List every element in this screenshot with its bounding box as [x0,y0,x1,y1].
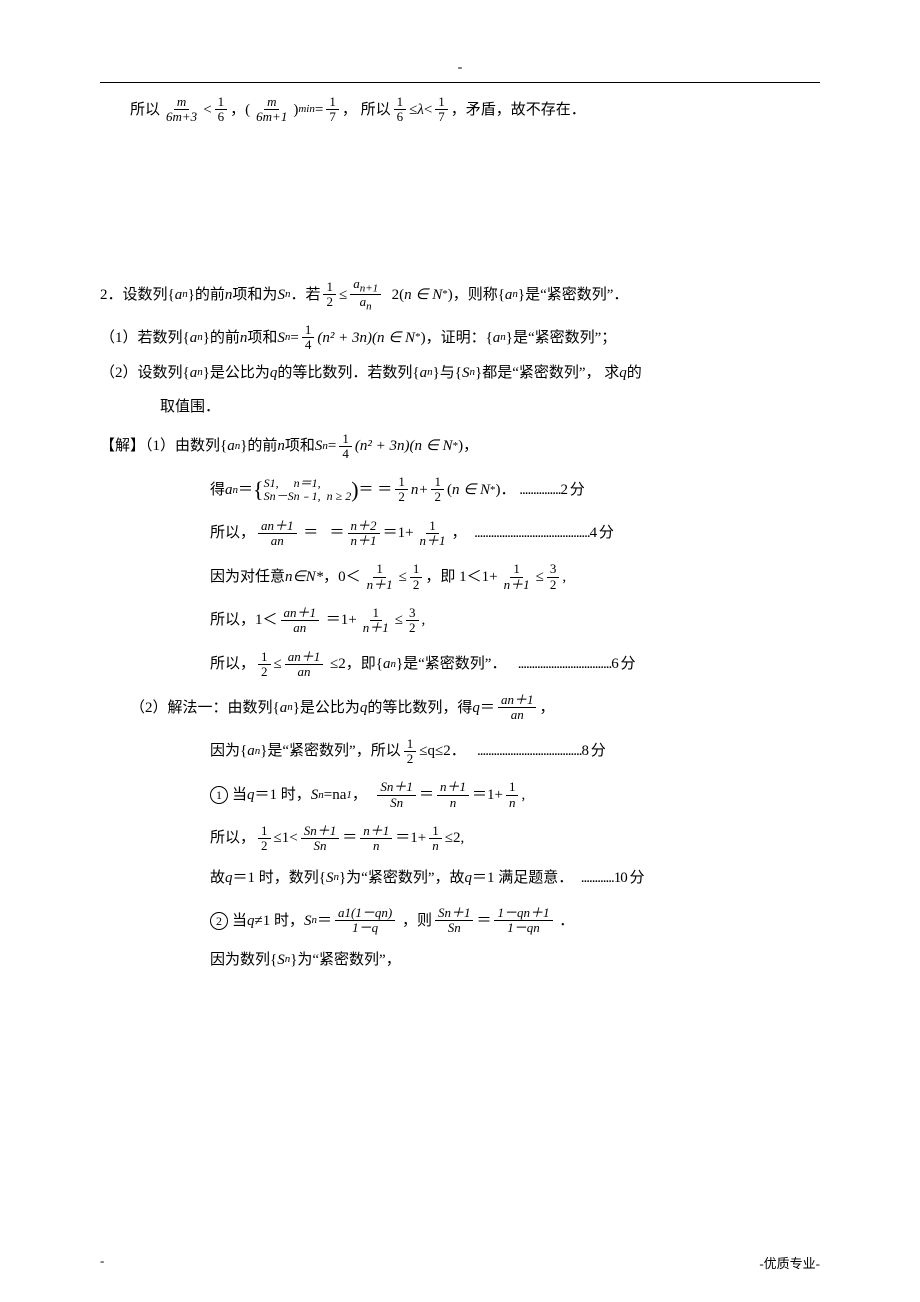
case-2: 2 当 q≠1 时， Sn＝ a1(1－qn)1－q ，则 Sn＋1Sn ＝ 1… [100,906,820,936]
page-footer: - -优质专业- [100,1253,820,1272]
case-1-hence: 故 q ＝1 时，数列{Sn }为“紧密数列”，故 q ＝1 满足题意． ...… [100,864,820,893]
sub-q2b: 取值围． [100,393,820,422]
step-any-n: 因为对任意 n∈N* ，0＜ 1n＋1 ≤ 12 ，即 1＜1+ 1n＋1 ≤ … [100,562,820,592]
top-line: 所以 m6m+3 < 16 ， ( m6m+1 )min = 17 ， 所以 1… [100,95,820,125]
sub-q2: （2）设数列{an }是公比为 q 的等比数列．若数列{an }与{Sn }都是… [100,359,820,388]
case-1: 1 当 q＝1 时， Sn=na1， Sn＋1Sn ＝ n＋1n ＝1+ 1n, [100,780,820,810]
solution-1: 【解】（1）由数列{an }的前 n 项和 Sn = 14 (n² + 3n)(… [100,432,820,462]
problem-2: 2． 设数列{an }的前 n 项和为 Sn ．若 12 ≤ an+1an 2(… [100,277,820,313]
case-1-so: 所以， 12 ≤1< Sn＋1Sn ＝ n＋1n ＝1+ 1n ≤2, [100,824,820,854]
method-1: （2）解法一：由数列{an }是公比为 q 的等比数列，得 q＝ an＋1an … [100,693,820,723]
step-an: 得 an＝ { S1, n＝1, Sn－Sn﹣1, n ≥ 2 ) ＝ ＝ 12… [100,475,820,505]
step-conclude-1: 所以， 12 ≤ an＋1an ≤2，即{an }是“紧密数列”． ......… [100,650,820,680]
sub-q1: （1）若数列{an }的前 n 项和 Sn = 14 (n² + 3n)(n ∈… [100,323,820,353]
content: 所以 m6m+3 < 16 ， ( m6m+1 )min = 17 ， 所以 1… [100,95,820,974]
step-so-ratio: 所以，1＜ an＋1an ＝1+ 1n＋1 ≤ 32, [100,606,820,636]
method-1b: 因为{an }是“紧密数列”，所以 12 ≤q≤2． .............… [100,737,820,767]
step-ratio: 所以， an＋1an ＝ ＝ n＋2n＋1 ＝1+ 1n＋1 ， .......… [100,519,820,549]
page-header: - [100,60,820,83]
case-2-because: 因为数列{Sn }为“紧密数列”， [100,946,820,975]
